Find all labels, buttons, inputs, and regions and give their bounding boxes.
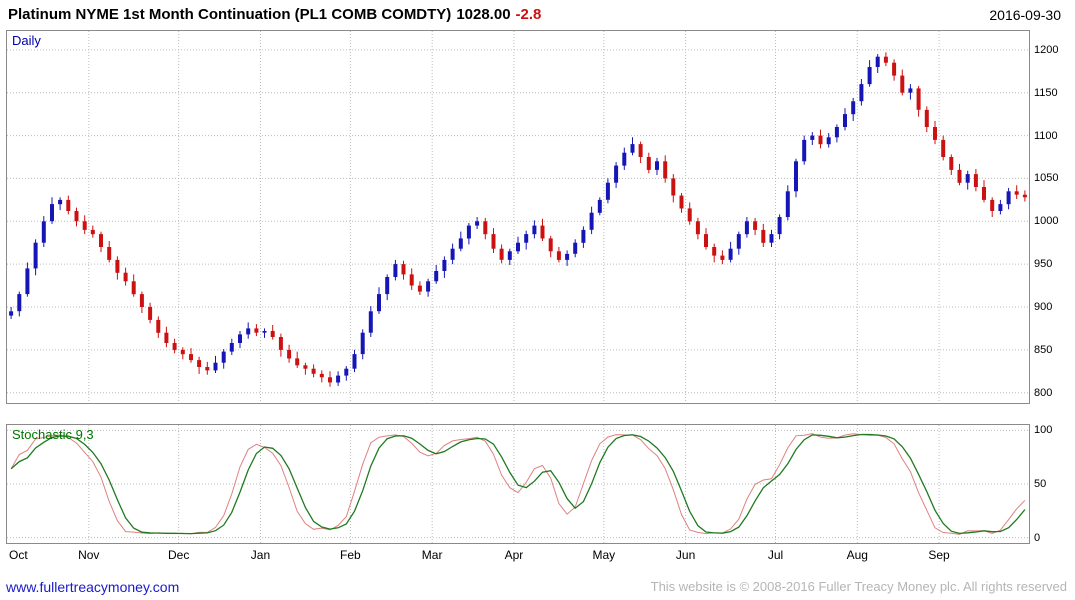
- price-axis-label: 1200: [1034, 43, 1059, 56]
- x-axis-label: Nov: [78, 548, 100, 562]
- price-axis-label: 1050: [1034, 172, 1059, 185]
- x-axis-label: Apr: [504, 548, 524, 562]
- x-axis-label: Mar: [421, 548, 443, 562]
- stochastic-axis-label: 0: [1034, 531, 1041, 544]
- price-change: -2.8: [515, 6, 542, 23]
- chart-header: Platinum NYME 1st Month Continuation (PL…: [8, 6, 1065, 28]
- stochastic-label: Stochastic 9,3: [12, 427, 94, 442]
- timeframe-label: Daily: [12, 33, 41, 48]
- x-axis-label: Jul: [767, 548, 784, 562]
- stochastic-axis-label: 100: [1034, 424, 1053, 437]
- copyright-text: This website is © 2008-2016 Fuller Treac…: [650, 579, 1067, 594]
- price-axis-label: 1150: [1034, 86, 1058, 99]
- x-axis-label: Oct: [9, 548, 28, 562]
- stochastic-chart: [7, 425, 1029, 543]
- chart-title: Platinum NYME 1st Month Continuation (PL…: [8, 6, 452, 23]
- stochastic-panel: Stochastic 9,3: [6, 424, 1030, 544]
- x-axis-label: Dec: [168, 548, 190, 562]
- last-price: 1028.00: [456, 6, 511, 23]
- price-axis-label: 850: [1034, 343, 1053, 356]
- price-candlestick-chart: [7, 31, 1029, 403]
- price-axis-label: 900: [1034, 301, 1053, 313]
- x-axis-label: Sep: [928, 548, 950, 562]
- x-axis-label: Jun: [675, 548, 696, 562]
- x-axis-label: Jan: [250, 548, 271, 562]
- price-axis-label: 950: [1034, 258, 1053, 271]
- x-axis-label: May: [592, 548, 616, 562]
- stochastic-axis-label: 50: [1034, 478, 1047, 490]
- x-axis-label: Feb: [340, 548, 361, 562]
- site-link[interactable]: www.fullertreacymoney.com: [6, 579, 180, 595]
- chart-date: 2016-09-30: [989, 7, 1061, 23]
- price-panel: Daily: [6, 30, 1030, 404]
- price-axis-label: 800: [1034, 386, 1053, 399]
- price-axis-label: 1000: [1034, 215, 1059, 228]
- price-axis-label: 1100: [1034, 129, 1058, 142]
- x-axis-label: Aug: [846, 548, 868, 562]
